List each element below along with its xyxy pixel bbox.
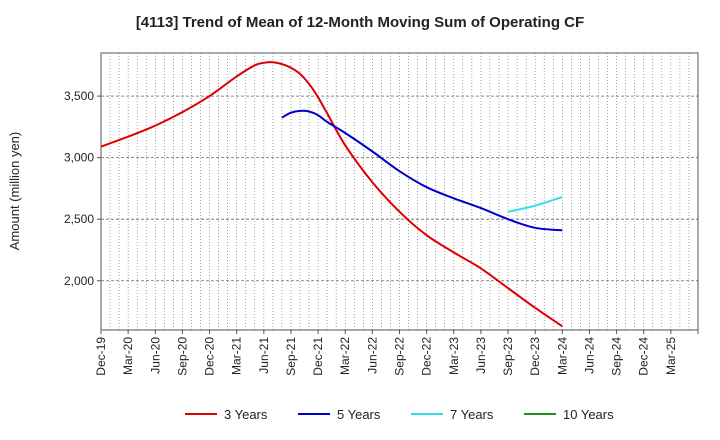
x-tick-label: Sep-24: [610, 337, 624, 376]
x-tick-label: Jun-20: [148, 337, 162, 374]
x-tick-label: Jun-23: [474, 337, 488, 374]
x-tick-label: Dec-21: [311, 337, 325, 376]
x-tick-label: Mar-22: [338, 337, 352, 375]
legend-label-3-years: 3 Years: [224, 407, 268, 422]
x-tick-labels: Dec-19 Mar-20 Jun-20 Sep-20 Dec-20 Mar-21 Jun-…: [94, 330, 699, 376]
y-axis-label: Amount (million yen): [7, 132, 22, 251]
grid-layer: [101, 53, 698, 330]
x-tick-label: Sep-20: [175, 337, 189, 376]
x-tick-label: Dec-23: [528, 337, 542, 376]
legend-label-5-years: 5 Years: [337, 407, 381, 422]
chart-title: [4113] Trend of Mean of 12-Month Moving …: [135, 14, 585, 31]
x-tick-label: Jun-21: [257, 337, 271, 374]
x-tick-label: Sep-23: [501, 337, 515, 376]
x-tick-label: Dec-20: [203, 337, 217, 376]
series-line-3-years: [100, 61, 563, 328]
x-tick-label: Mar-21: [230, 337, 244, 375]
x-tick-label: Mar-24: [555, 337, 569, 375]
y-tick-label: 2,000: [64, 274, 94, 288]
x-tick-label: Dec-19: [94, 337, 108, 376]
y-tick-label: 2,500: [64, 212, 94, 226]
x-tick-label: Sep-21: [284, 337, 298, 376]
x-tick-label: Sep-22: [393, 337, 407, 376]
x-tick-label: Mar-23: [447, 337, 461, 375]
x-tick-label: Jun-22: [365, 337, 379, 374]
x-tick-label: Dec-22: [420, 337, 434, 376]
series-line-7-years: [507, 196, 563, 213]
y-tick-label: 3,000: [64, 151, 94, 165]
series-line-5-years: [281, 109, 563, 232]
legend-label-7-years: 7 Years: [450, 407, 494, 422]
legend-label-10-years: 10 Years: [563, 407, 614, 422]
x-tick-label: Mar-20: [121, 337, 135, 375]
x-tick-label: Jun-24: [582, 337, 596, 374]
x-tick-label: Dec-24: [637, 337, 651, 376]
y-tick-labels: 2,000 2,500 3,000 3,500: [64, 89, 101, 288]
x-tick-label: Mar-25: [664, 337, 678, 375]
y-tick-label: 3,500: [64, 89, 94, 103]
series-layer: [100, 61, 563, 328]
legend: 3 Years 5 Years 7 Years 10 Years: [185, 407, 614, 422]
